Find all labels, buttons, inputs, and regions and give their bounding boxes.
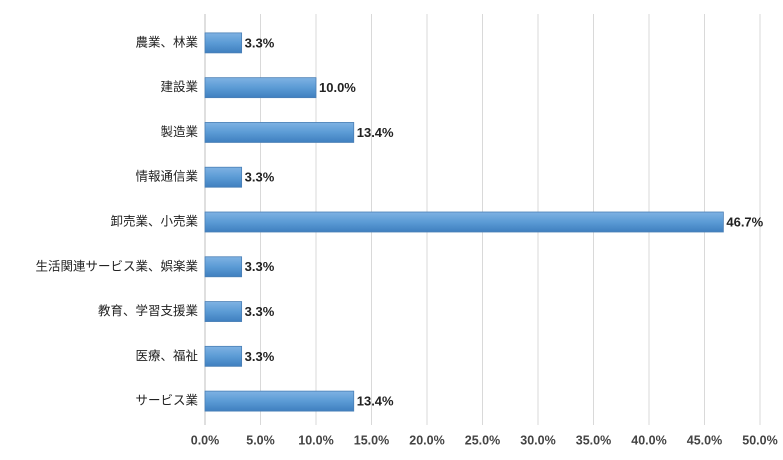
value-label: 3.3% (245, 304, 275, 319)
bar (204, 122, 355, 143)
value-label: 3.3% (245, 35, 275, 50)
y-tick-label: 情報通信業 (135, 169, 198, 184)
x-tick-label: 15.0% (354, 433, 389, 447)
value-label: 10.0% (319, 80, 356, 95)
x-tick-label: 25.0% (465, 433, 500, 447)
y-tick-label: 生活関連サービス業、娯楽業 (35, 258, 198, 273)
x-tick-label: 35.0% (576, 433, 611, 447)
x-tick-label: 20.0% (409, 433, 444, 447)
value-label: 46.7% (726, 214, 763, 229)
x-tick-label: 45.0% (687, 433, 722, 447)
x-tick-label: 40.0% (631, 433, 666, 447)
bar (204, 256, 243, 278)
value-label: 13.4% (357, 394, 394, 409)
bar (204, 211, 724, 233)
bar (204, 345, 243, 367)
y-tick-label: 教育、学習支援業 (98, 303, 199, 318)
value-label: 13.4% (357, 125, 394, 140)
value-label: 3.3% (245, 170, 275, 185)
y-tick-label: サービス業 (135, 393, 198, 408)
y-tick-label: 建設業 (160, 79, 198, 94)
bar (204, 301, 243, 322)
y-tick-label: 製造業 (160, 124, 198, 139)
bar (204, 77, 317, 99)
y-tick-label: 卸売業、小売業 (110, 214, 198, 229)
x-tick-label: 30.0% (520, 433, 555, 447)
x-tick-label: 10.0% (298, 433, 333, 447)
x-tick-label: 5.0% (246, 433, 275, 447)
value-label: 3.3% (245, 259, 275, 274)
value-label: 3.3% (245, 349, 275, 364)
bar (204, 390, 355, 412)
x-tick-label: 50.0% (742, 433, 777, 447)
bar (204, 32, 243, 54)
x-tick-label: 0.0% (191, 433, 220, 447)
y-tick-label: 医療、福祉 (135, 348, 198, 363)
bar (204, 166, 243, 188)
y-tick-label: 農業、林業 (135, 34, 198, 49)
